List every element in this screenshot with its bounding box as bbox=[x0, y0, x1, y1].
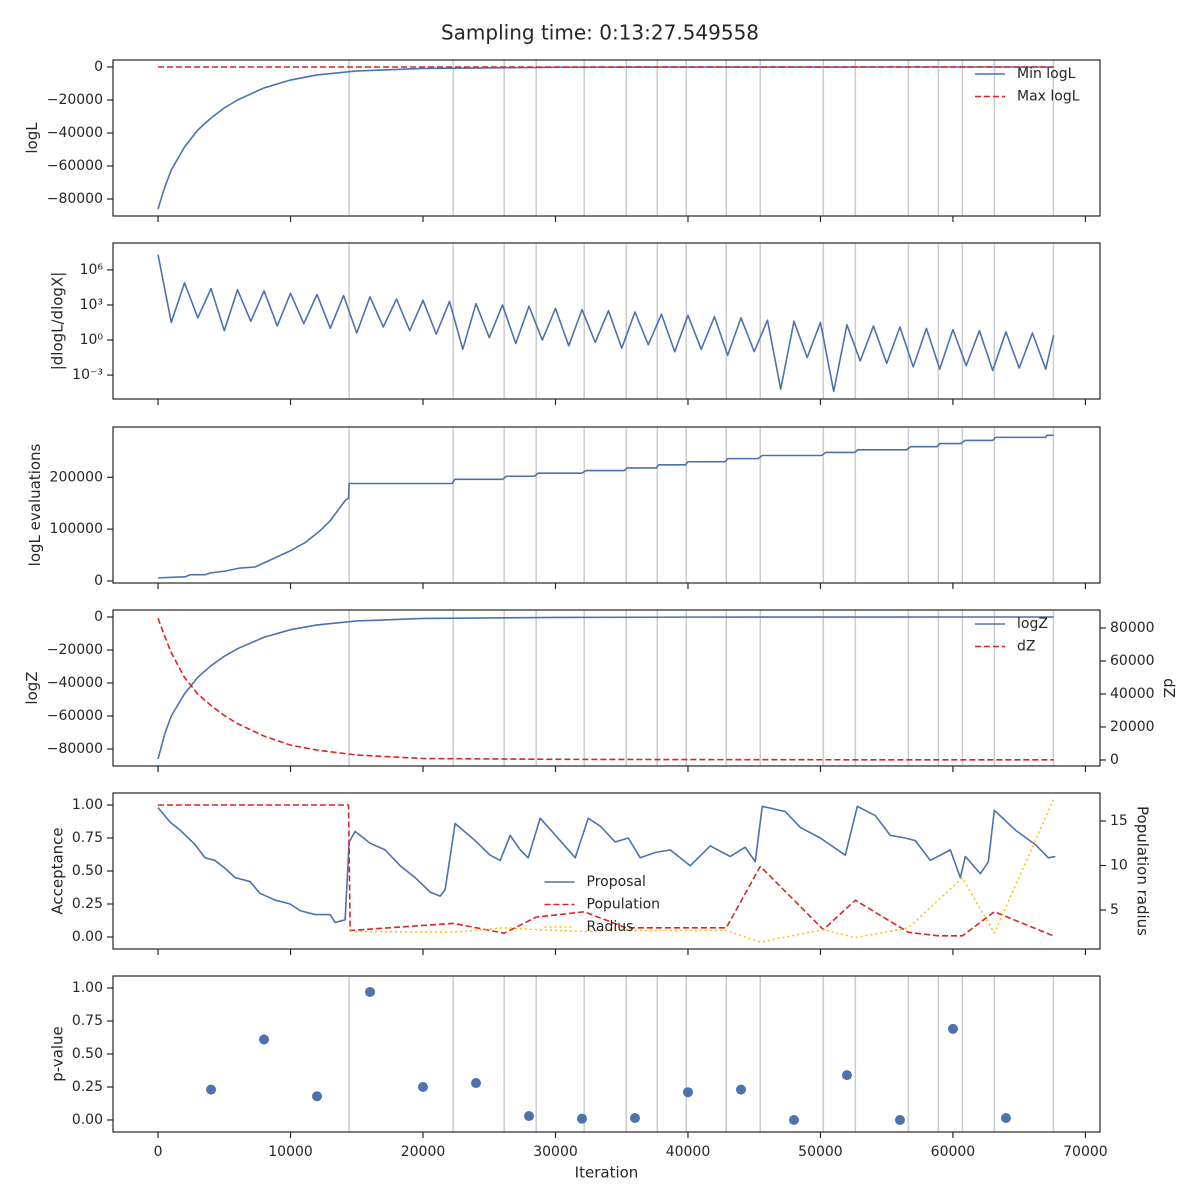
y-tick-label: −60000 bbox=[47, 708, 103, 724]
x-tick-label: 10000 bbox=[268, 1144, 313, 1160]
point bbox=[841, 1070, 852, 1081]
x-axis-label: Iteration bbox=[575, 1164, 639, 1182]
y-tick-label: −60000 bbox=[47, 158, 103, 174]
y2-tick-label: 80000 bbox=[1110, 620, 1155, 636]
series-line bbox=[157, 805, 1056, 924]
y-axis-label: p-value bbox=[48, 1026, 66, 1082]
y-tick-label: 200000 bbox=[50, 469, 103, 485]
point bbox=[788, 1114, 799, 1125]
y-tick-label: −20000 bbox=[47, 642, 103, 658]
x-tick-label: 20000 bbox=[401, 1144, 446, 1160]
y-tick-label: 0 bbox=[94, 609, 103, 625]
legend-label: Radius bbox=[587, 919, 634, 935]
y-tick-label: 0.00 bbox=[72, 929, 103, 945]
point bbox=[629, 1113, 640, 1124]
y-tick-label: 10⁶ bbox=[80, 262, 104, 278]
legend-label: logZ bbox=[1017, 616, 1048, 632]
y-axis-label: logL evaluations bbox=[26, 443, 44, 566]
plot-frame bbox=[112, 975, 1101, 1133]
y-tick-label: −80000 bbox=[47, 191, 103, 207]
y2-axis-label: dZ bbox=[1160, 678, 1178, 698]
point bbox=[206, 1084, 217, 1095]
plot-frame bbox=[112, 59, 1101, 217]
y2-axis-label: Population radius bbox=[1133, 806, 1151, 936]
series-line bbox=[157, 617, 1054, 761]
x-tick-label: 50000 bbox=[798, 1144, 843, 1160]
y-tick-label: 0.50 bbox=[72, 863, 103, 879]
point bbox=[947, 1023, 958, 1034]
y2-tick-label: 20000 bbox=[1110, 719, 1155, 735]
y-tick-label: −20000 bbox=[47, 92, 103, 108]
y-tick-label: 10³ bbox=[80, 297, 103, 313]
y-tick-label: −40000 bbox=[47, 125, 103, 141]
y-tick-label: 0.00 bbox=[72, 1112, 103, 1128]
point bbox=[418, 1081, 429, 1092]
x-tick-label: 60000 bbox=[931, 1144, 976, 1160]
legend-label: Min logL bbox=[1017, 66, 1076, 82]
y-tick-label: 0 bbox=[94, 573, 103, 589]
y-tick-label: 100000 bbox=[50, 521, 103, 537]
x-tick-label: 0 bbox=[154, 1144, 163, 1160]
series-line bbox=[157, 616, 1054, 760]
legend-label: Proposal bbox=[587, 874, 646, 890]
y2-tick-label: 40000 bbox=[1110, 686, 1155, 702]
y2-tick-label: 15 bbox=[1110, 813, 1128, 829]
legend-label: Population bbox=[587, 897, 661, 913]
point bbox=[1000, 1113, 1011, 1124]
y-axis-label: logL bbox=[23, 122, 41, 154]
point bbox=[682, 1087, 693, 1098]
y-axis-label: logZ bbox=[23, 671, 41, 704]
x-tick-label: 30000 bbox=[533, 1144, 578, 1160]
y2-tick-label: 5 bbox=[1110, 902, 1119, 918]
point bbox=[576, 1113, 587, 1124]
legend-label: dZ bbox=[1017, 639, 1035, 655]
y-tick-label: 0.50 bbox=[72, 1046, 103, 1062]
y-tick-label: 0.25 bbox=[72, 1079, 103, 1095]
y-tick-label: 1.00 bbox=[72, 797, 103, 813]
y2-tick-label: 0 bbox=[1110, 752, 1119, 768]
y-tick-label: 10⁻³ bbox=[72, 367, 103, 383]
y2-tick-label: 10 bbox=[1110, 858, 1128, 874]
point bbox=[312, 1091, 323, 1102]
y-tick-label: −80000 bbox=[47, 741, 103, 757]
x-tick-label: 40000 bbox=[666, 1144, 711, 1160]
y-tick-label: −40000 bbox=[47, 675, 103, 691]
legend-label: Max logL bbox=[1017, 89, 1080, 105]
series-line bbox=[350, 799, 1055, 943]
y-tick-label: 0.75 bbox=[72, 1013, 103, 1029]
y-tick-label: 0.75 bbox=[72, 830, 103, 846]
point bbox=[259, 1034, 270, 1045]
y-tick-label: 10⁰ bbox=[80, 332, 104, 348]
chart-title: Sampling time: 0:13:27.549558 bbox=[441, 21, 759, 45]
y-axis-label: |dlogL/dlogX| bbox=[49, 272, 67, 371]
y-tick-label: 0.25 bbox=[72, 896, 103, 912]
point bbox=[523, 1111, 534, 1122]
y2-tick-label: 60000 bbox=[1110, 653, 1155, 669]
y-tick-label: 0 bbox=[94, 59, 103, 75]
y-tick-label: 1.00 bbox=[72, 980, 103, 996]
y-axis-label: Acceptance bbox=[48, 827, 66, 914]
series-line bbox=[158, 434, 1054, 579]
series-line bbox=[158, 804, 1054, 937]
plot-frame bbox=[112, 426, 1101, 584]
x-tick-label: 70000 bbox=[1063, 1144, 1108, 1160]
series-line bbox=[157, 254, 1055, 393]
plot-frame bbox=[112, 242, 1101, 400]
point bbox=[471, 1078, 482, 1089]
point bbox=[365, 986, 376, 997]
point bbox=[894, 1114, 905, 1125]
plot-frame bbox=[112, 792, 1101, 950]
point bbox=[735, 1084, 746, 1095]
plot-frame bbox=[112, 609, 1101, 767]
